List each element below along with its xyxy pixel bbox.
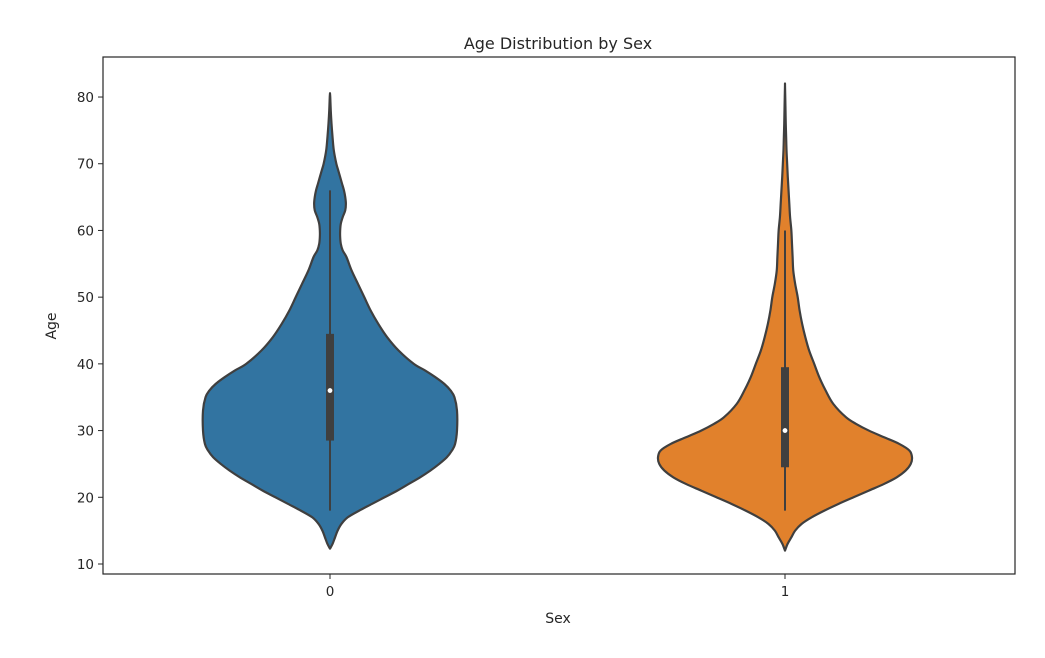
violin-median-1 bbox=[782, 428, 788, 433]
violin-median-0 bbox=[327, 388, 333, 393]
y-tick-label: 30 bbox=[77, 424, 94, 440]
y-axis: 10 20 30 40 50 60 70 80 bbox=[77, 90, 103, 573]
violin-iqr-box-0 bbox=[326, 333, 334, 441]
y-tick-label: 60 bbox=[77, 223, 94, 239]
x-tick-label: 0 bbox=[326, 584, 335, 600]
chart-title: Age Distribution by Sex bbox=[464, 34, 652, 53]
y-tick-label: 40 bbox=[77, 357, 94, 373]
y-tick-label: 70 bbox=[77, 157, 94, 173]
y-tick-label: 10 bbox=[77, 557, 94, 573]
x-axis-label: Sex bbox=[545, 611, 571, 627]
y-axis-label: Age bbox=[44, 312, 60, 339]
plot-frame bbox=[102, 56, 1016, 575]
y-tick-label: 20 bbox=[77, 490, 94, 506]
x-tick-label: 1 bbox=[781, 584, 790, 600]
y-tick-label: 80 bbox=[77, 90, 94, 106]
violin-iqr-box-1 bbox=[781, 367, 789, 468]
violins-layer bbox=[201, 82, 914, 552]
y-tick-label: 50 bbox=[77, 290, 94, 306]
